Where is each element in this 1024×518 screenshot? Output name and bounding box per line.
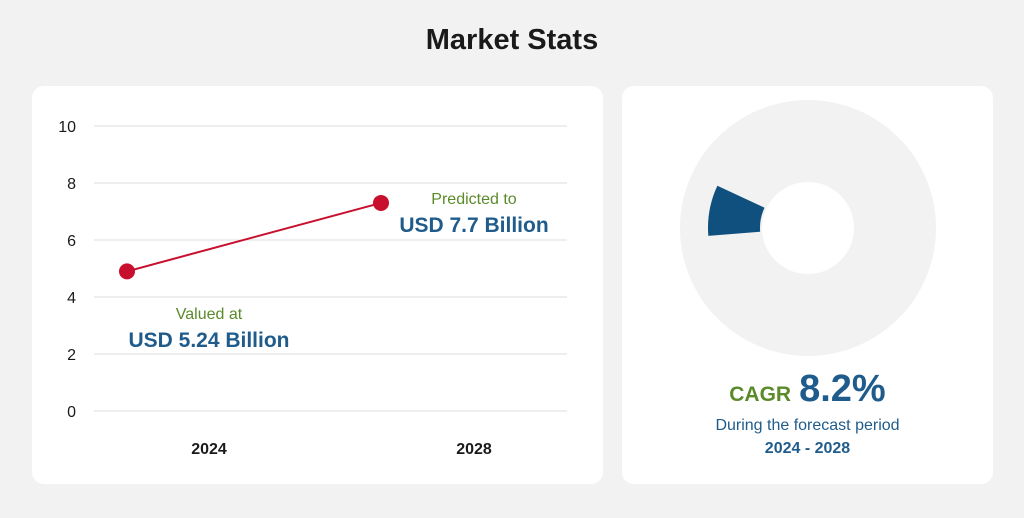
y-tick-label: 6: [67, 233, 76, 250]
cagr-card: CAGR 8.2% During the forecast period 2024…: [622, 86, 993, 484]
cagr-value: 8.2%: [799, 368, 886, 410]
page-title: Market Stats: [425, 24, 599, 56]
cagr-label: CAGR: [729, 383, 792, 406]
donut-track: [680, 100, 936, 356]
series-line: [126, 201, 382, 273]
data-point: [119, 263, 135, 280]
cagr-donut-chart: [680, 100, 936, 356]
annotation-value: USD 7.7 Billion: [399, 214, 548, 237]
x-tick-label: 2024: [191, 441, 227, 458]
line-chart-card: 0 2 4 6 8 10 2024 2028 Valued at USD 5.24 Billion…: [32, 86, 603, 484]
x-tick-label: 2028: [456, 441, 492, 458]
annotation-label: Valued at: [176, 306, 243, 323]
cagr-headline: CAGR 8.2%: [622, 368, 993, 411]
y-tick-label: 4: [67, 290, 76, 307]
cagr-period: 2024 - 2028: [764, 440, 851, 457]
annotation-label: Predicted to: [431, 191, 516, 208]
data-point: [373, 194, 389, 211]
line-chart: 0 2 4 6 8 10 2024 2028 Valued at USD 5.24 Billion…: [58, 119, 567, 458]
annotation-value: USD 5.24 Billion: [128, 329, 289, 352]
y-tick-label: 8: [67, 176, 76, 193]
cagr-description: During the forecast period: [715, 417, 900, 434]
y-tick-label: 2: [67, 347, 76, 364]
y-tick-label: 0: [67, 404, 76, 421]
donut-highlight-segment: [708, 185, 765, 236]
y-tick-label: 10: [58, 119, 76, 136]
